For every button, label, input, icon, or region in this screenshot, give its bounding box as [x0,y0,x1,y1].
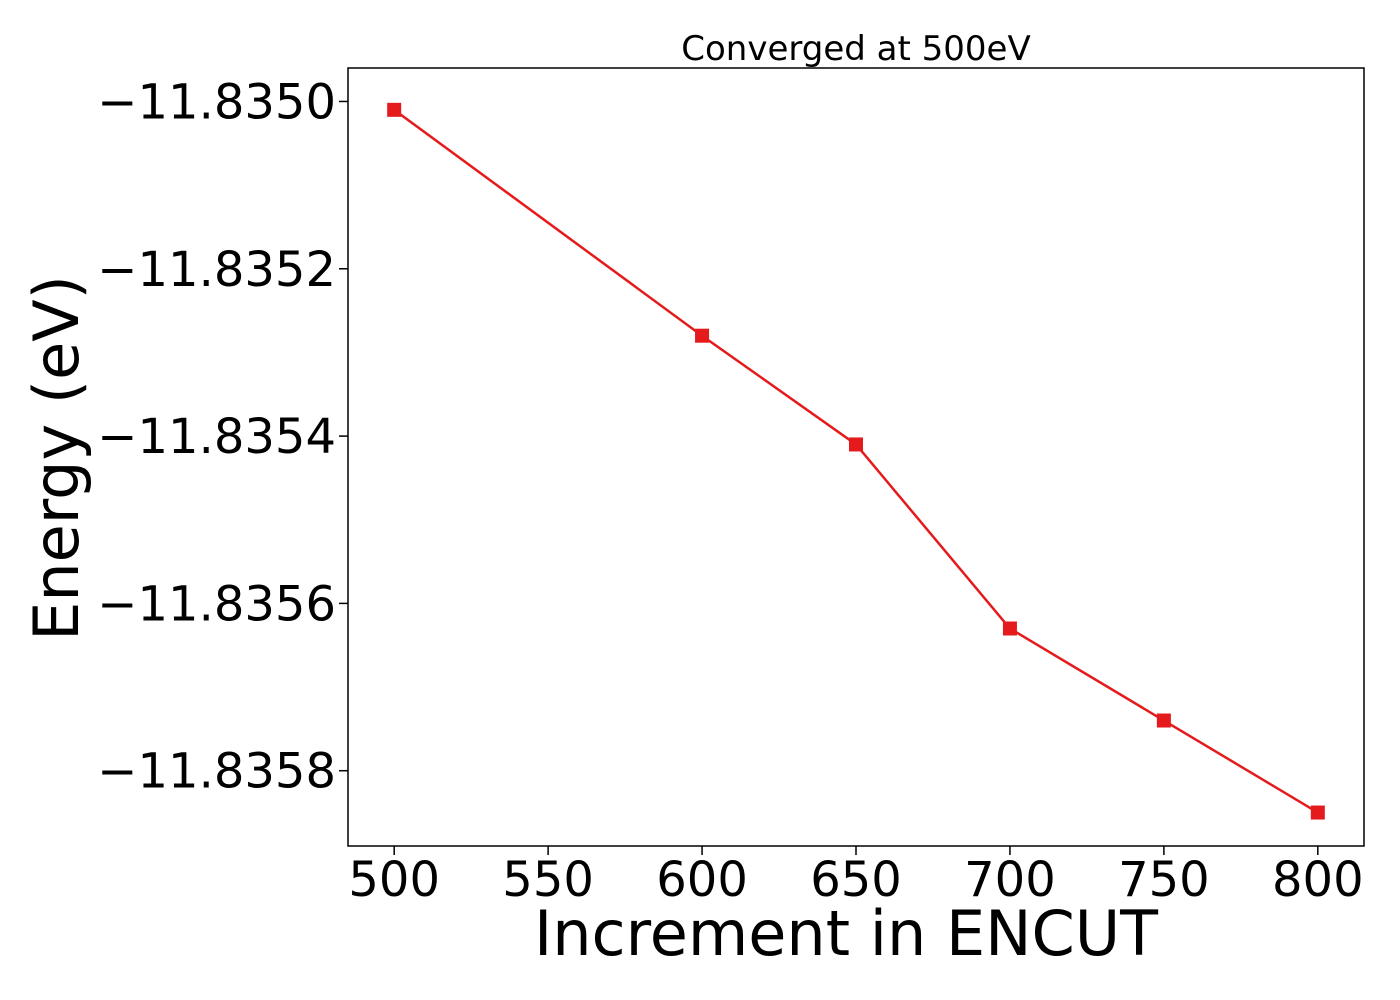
x-tick-label: 500 [348,852,440,908]
x-tick-label: 550 [502,852,594,908]
x-tick-label: 600 [656,852,748,908]
y-tick-label: −11.8356 [97,576,336,632]
x-tick-label: 650 [810,852,902,908]
y-tick-label: −11.8352 [97,242,336,298]
y-tick-label: −11.8354 [97,409,336,465]
data-point-marker [695,328,710,343]
plot-area [387,102,1325,820]
x-tick-label: 700 [964,852,1056,908]
x-axis-label: Increment in ENCUT [534,897,1159,970]
chart-title: Converged at 500eV [681,29,1030,69]
data-point-marker [1310,805,1325,820]
series-line [393,108,1319,814]
data-point-marker [387,102,402,117]
x-tick-label: 800 [1272,852,1364,908]
data-point-marker [1156,713,1171,728]
y-axis-label: Energy (eV) [20,275,93,641]
y-axis-ticks: −11.8350 −11.8352 −11.8354 −11.8356 −11.8358 [97,74,348,800]
data-point-marker [849,437,863,452]
plot-frame [347,67,1365,847]
data-point-marker [1002,621,1017,636]
x-tick-label: 750 [1118,852,1210,908]
y-tick-label: −11.8350 [97,74,336,130]
y-tick-label: −11.8358 [97,744,336,800]
x-axis-ticks: 500 550 600 650 700 750 800 [348,846,1364,908]
